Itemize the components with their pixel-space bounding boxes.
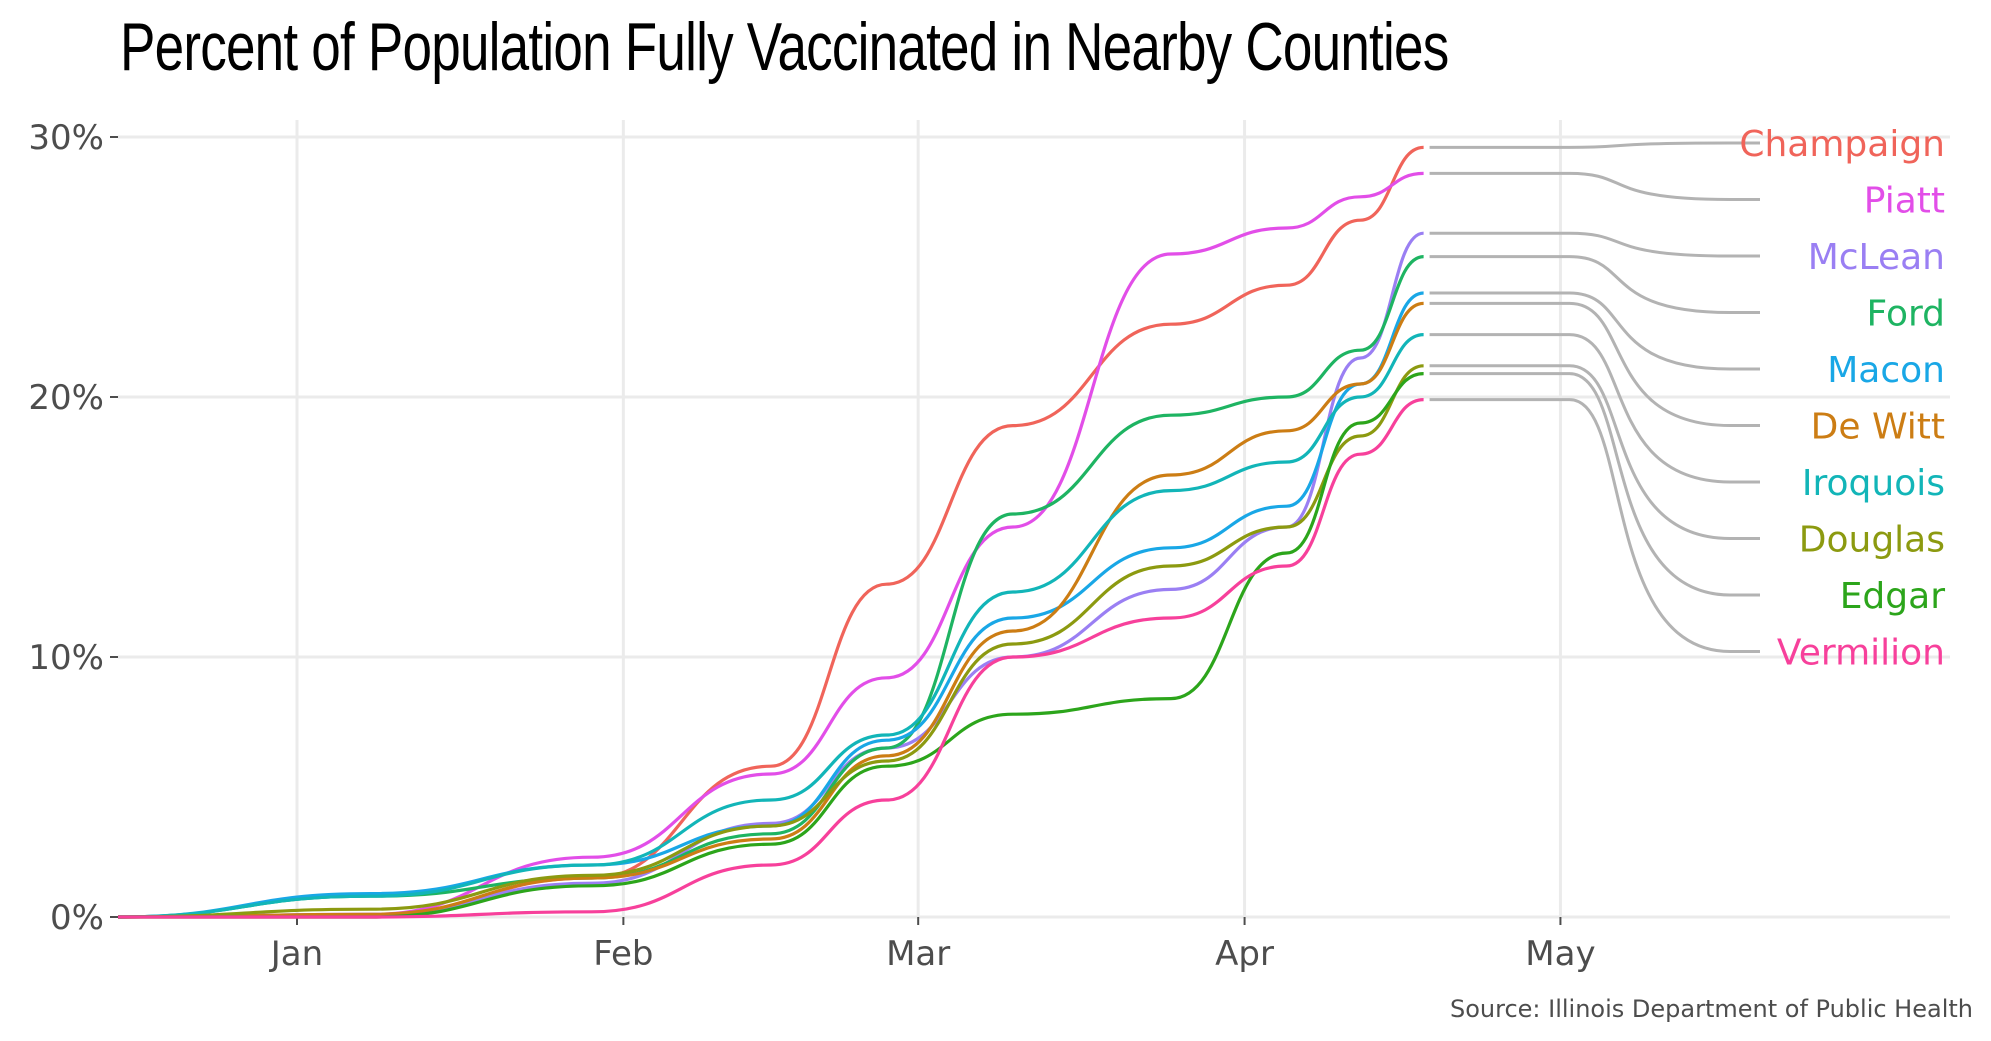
x-axis-labels: Jan Feb Mar Apr May — [269, 934, 1596, 974]
label-connector — [1429, 333, 1760, 484]
label-connector — [1429, 141, 1760, 149]
series-label-edgar: Edgar — [1840, 576, 1946, 617]
series-line-piatt — [117, 171, 1424, 919]
series-label-mclean: McLean — [1808, 237, 1945, 278]
series-label-champaign: Champaign — [1739, 124, 1945, 165]
series-line-macon — [117, 291, 1424, 919]
x-tick-label: Jan — [269, 934, 323, 974]
x-tick-label: Apr — [1215, 934, 1274, 974]
label-connector — [1429, 255, 1760, 314]
series-label-iroquois: Iroquois — [1802, 463, 1945, 504]
chart-title: Percent of Population Fully Vaccinated i… — [120, 9, 1449, 85]
label-connector — [1429, 291, 1760, 371]
y-tick-label: 10% — [28, 638, 104, 678]
series-line-iroquois — [117, 333, 1424, 919]
label-connector — [1429, 301, 1760, 427]
series-label-ford: Ford — [1867, 294, 1945, 335]
series-label-de-witt: De Witt — [1811, 407, 1945, 448]
series-line-ford — [117, 255, 1424, 919]
label-connector — [1429, 364, 1760, 540]
label-connectors — [1429, 141, 1760, 653]
x-tick-label: Feb — [593, 934, 653, 974]
series-line-vermilion — [118, 398, 1424, 919]
series-label-macon: Macon — [1827, 350, 1945, 391]
y-tick-label: 20% — [28, 378, 104, 418]
y-axis-labels: 0% 10% 20% 30% — [28, 118, 104, 938]
series-label-piatt: Piatt — [1864, 181, 1945, 222]
series-line-mclean — [117, 231, 1424, 919]
label-connector — [1429, 171, 1760, 201]
source-note: Source: Illinois Department of Public He… — [1449, 995, 1973, 1023]
y-tick-label: 30% — [28, 118, 104, 158]
x-tick-label: Mar — [886, 934, 950, 974]
series-line-douglas — [117, 364, 1424, 919]
label-connector — [1429, 398, 1760, 653]
series-lines — [117, 145, 1424, 919]
y-tick-label: 0% — [50, 898, 104, 938]
series-labels: Champaign Piatt McLean Ford Macon De Witt Iroq… — [1739, 124, 1945, 674]
series-label-vermilion: Vermilion — [1777, 633, 1945, 674]
series-label-douglas: Douglas — [1799, 520, 1945, 561]
x-tick-label: May — [1525, 934, 1595, 974]
label-connector — [1429, 372, 1760, 597]
series-line-edgar — [118, 372, 1424, 919]
label-connector — [1429, 231, 1760, 258]
series-line-de-witt — [117, 301, 1424, 919]
